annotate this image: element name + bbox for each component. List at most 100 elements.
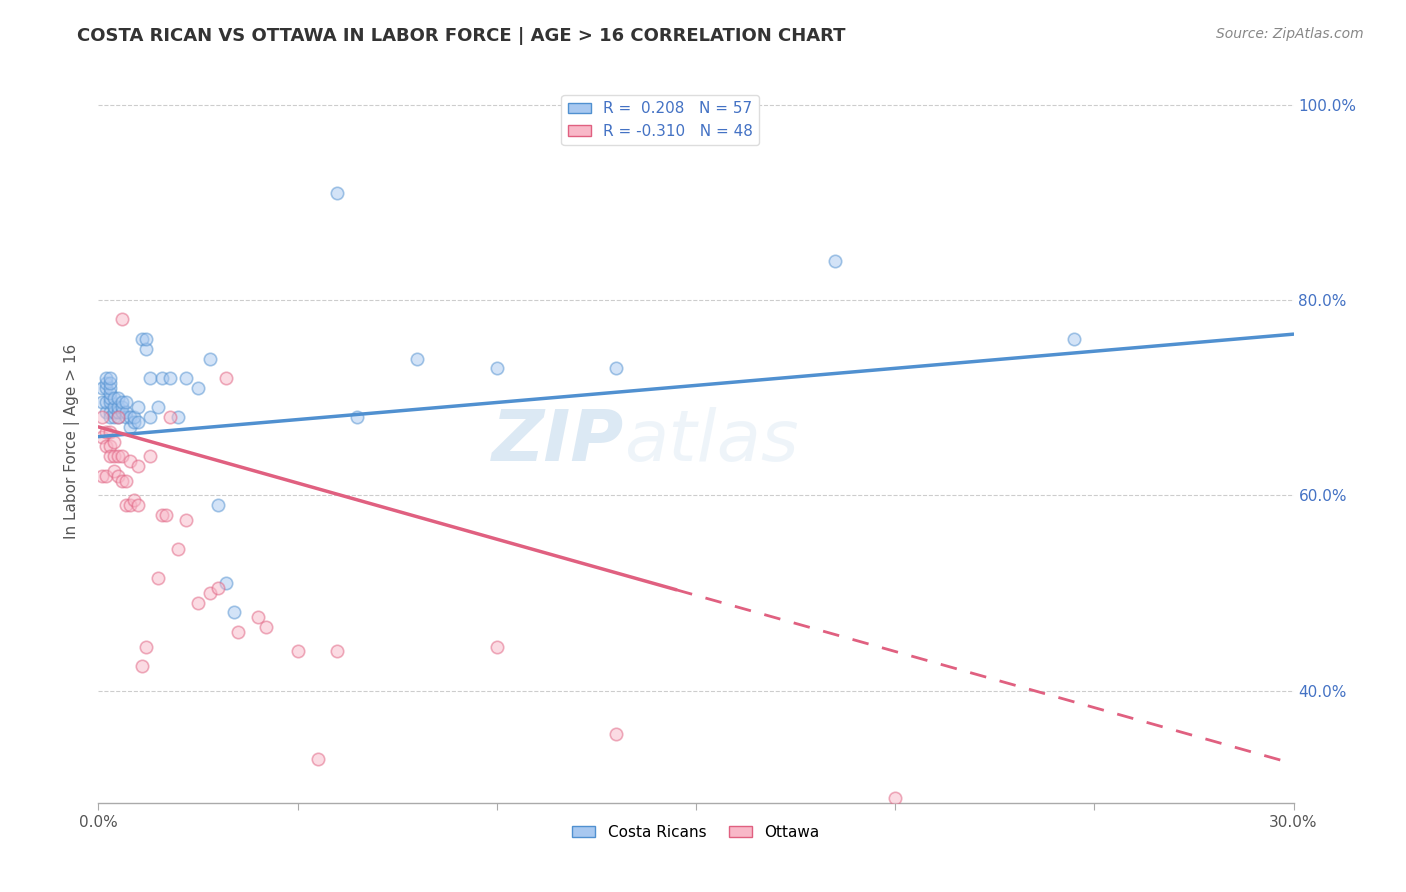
Point (148, 571, 170, 585)
Point (167, 410, 190, 425)
Point (246, 610, 269, 624)
Point (326, 186, 349, 200)
Point (127, 415, 149, 429)
Point (107, 449, 129, 463)
Point (226, 624, 249, 639)
Point (222, 606, 245, 620)
Point (96, 381, 118, 395)
Y-axis label: In Labor Force | Age > 16: In Labor Force | Age > 16 (63, 344, 80, 539)
Point (103, 434, 125, 449)
Point (98, 425, 122, 439)
Point (111, 401, 134, 415)
Point (745, 805, 768, 820)
Point (98, 449, 122, 463)
Point (135, 342, 157, 356)
Point (96, 425, 118, 439)
Point (98, 371, 122, 385)
Point (103, 401, 125, 415)
Point (346, 410, 368, 425)
Point (127, 458, 149, 473)
Point (98, 439, 122, 453)
Point (605, 727, 627, 741)
Point (107, 410, 129, 425)
Point (207, 581, 229, 595)
Point (107, 405, 129, 419)
Point (96, 376, 118, 390)
Point (103, 449, 125, 463)
Legend: Costa Ricans, Ottawa: Costa Ricans, Ottawa (567, 819, 825, 846)
Point (127, 498, 149, 512)
Point (127, 401, 149, 415)
Point (98, 410, 122, 425)
Point (111, 405, 134, 419)
Point (167, 541, 190, 556)
Point (96, 468, 118, 483)
Point (115, 410, 138, 425)
Point (124, 415, 146, 429)
Point (174, 513, 197, 527)
Point (111, 474, 134, 488)
Point (91, 468, 114, 483)
Point (187, 596, 209, 610)
Point (115, 474, 138, 488)
Point (485, 640, 508, 654)
Point (307, 752, 329, 766)
Point (326, 644, 349, 658)
Point (115, 405, 138, 419)
Point (111, 449, 134, 463)
Point (103, 464, 125, 478)
Point (135, 332, 157, 346)
Point (103, 391, 125, 405)
Point (103, 405, 125, 419)
Point (824, 253, 846, 268)
Point (150, 508, 173, 522)
Point (139, 371, 162, 385)
Point (91, 381, 114, 395)
Point (215, 576, 238, 591)
Point (287, 644, 309, 658)
Point (215, 371, 238, 385)
Point (120, 454, 142, 468)
Point (107, 468, 129, 483)
Point (485, 361, 508, 376)
Point (96, 371, 118, 385)
Text: Source: ZipAtlas.com: Source: ZipAtlas.com (1216, 27, 1364, 41)
Point (120, 410, 142, 425)
Point (254, 620, 277, 634)
Point (159, 371, 181, 385)
Point (96, 395, 118, 409)
Point (91, 395, 114, 409)
Point (605, 361, 627, 376)
Point (150, 371, 173, 385)
Text: atlas: atlas (624, 407, 799, 476)
Text: COSTA RICAN VS OTTAWA IN LABOR FORCE | AGE > 16 CORRELATION CHART: COSTA RICAN VS OTTAWA IN LABOR FORCE | A… (77, 27, 846, 45)
Point (187, 381, 209, 395)
Point (1063, 332, 1085, 346)
Point (120, 498, 142, 512)
Point (139, 410, 162, 425)
Point (98, 381, 122, 395)
Point (107, 401, 129, 415)
Point (111, 395, 134, 409)
Point (174, 371, 197, 385)
Point (120, 420, 142, 434)
Point (135, 640, 157, 654)
Point (207, 498, 229, 512)
Point (107, 391, 129, 405)
Point (115, 498, 138, 512)
Point (107, 410, 129, 425)
Point (148, 401, 170, 415)
Point (98, 376, 122, 390)
Point (111, 312, 134, 326)
Point (884, 791, 907, 805)
Point (91, 410, 114, 425)
Point (96, 405, 118, 419)
Point (159, 410, 181, 425)
Point (98, 405, 122, 419)
Point (155, 508, 177, 522)
Point (98, 395, 122, 409)
Point (124, 493, 146, 508)
Point (91, 430, 114, 444)
Point (406, 351, 429, 366)
Point (98, 385, 122, 400)
